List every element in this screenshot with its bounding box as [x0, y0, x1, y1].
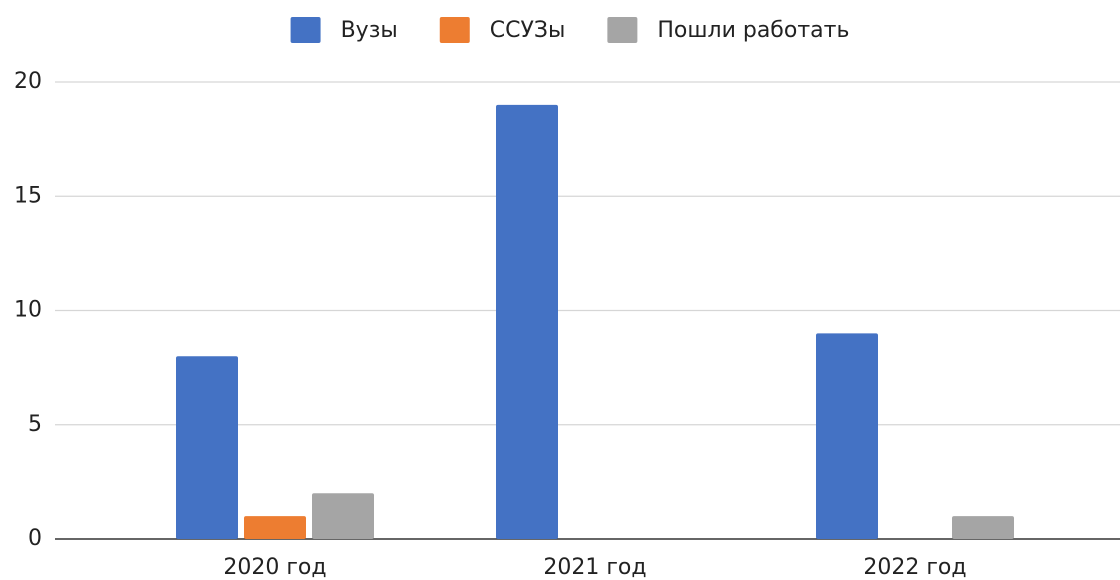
bar [496, 104, 558, 539]
bar [244, 516, 306, 539]
bar [816, 333, 878, 539]
y-tick-label: 5 [28, 412, 42, 437]
legend-swatch [439, 17, 470, 43]
legend-label: Вузы [341, 18, 398, 43]
legend-label: Пошли работать [657, 18, 849, 43]
legend: Вузы ССУЗы Пошли работать [290, 17, 849, 43]
bar [176, 356, 238, 539]
bar [952, 516, 1014, 539]
y-tick-label: 10 [14, 298, 42, 323]
y-tick-label: 20 [14, 69, 42, 94]
x-tick-label: 2020 год [223, 555, 326, 580]
y-tick-label: 0 [28, 526, 42, 551]
x-tick-label: 2022 год [863, 555, 966, 580]
bar [312, 493, 374, 539]
legend-label: ССУЗы [490, 18, 566, 43]
legend-swatch [607, 17, 638, 43]
y-tick-label: 15 [14, 183, 42, 208]
x-tick-label: 2021 год [543, 555, 646, 580]
legend-swatch [290, 17, 321, 43]
